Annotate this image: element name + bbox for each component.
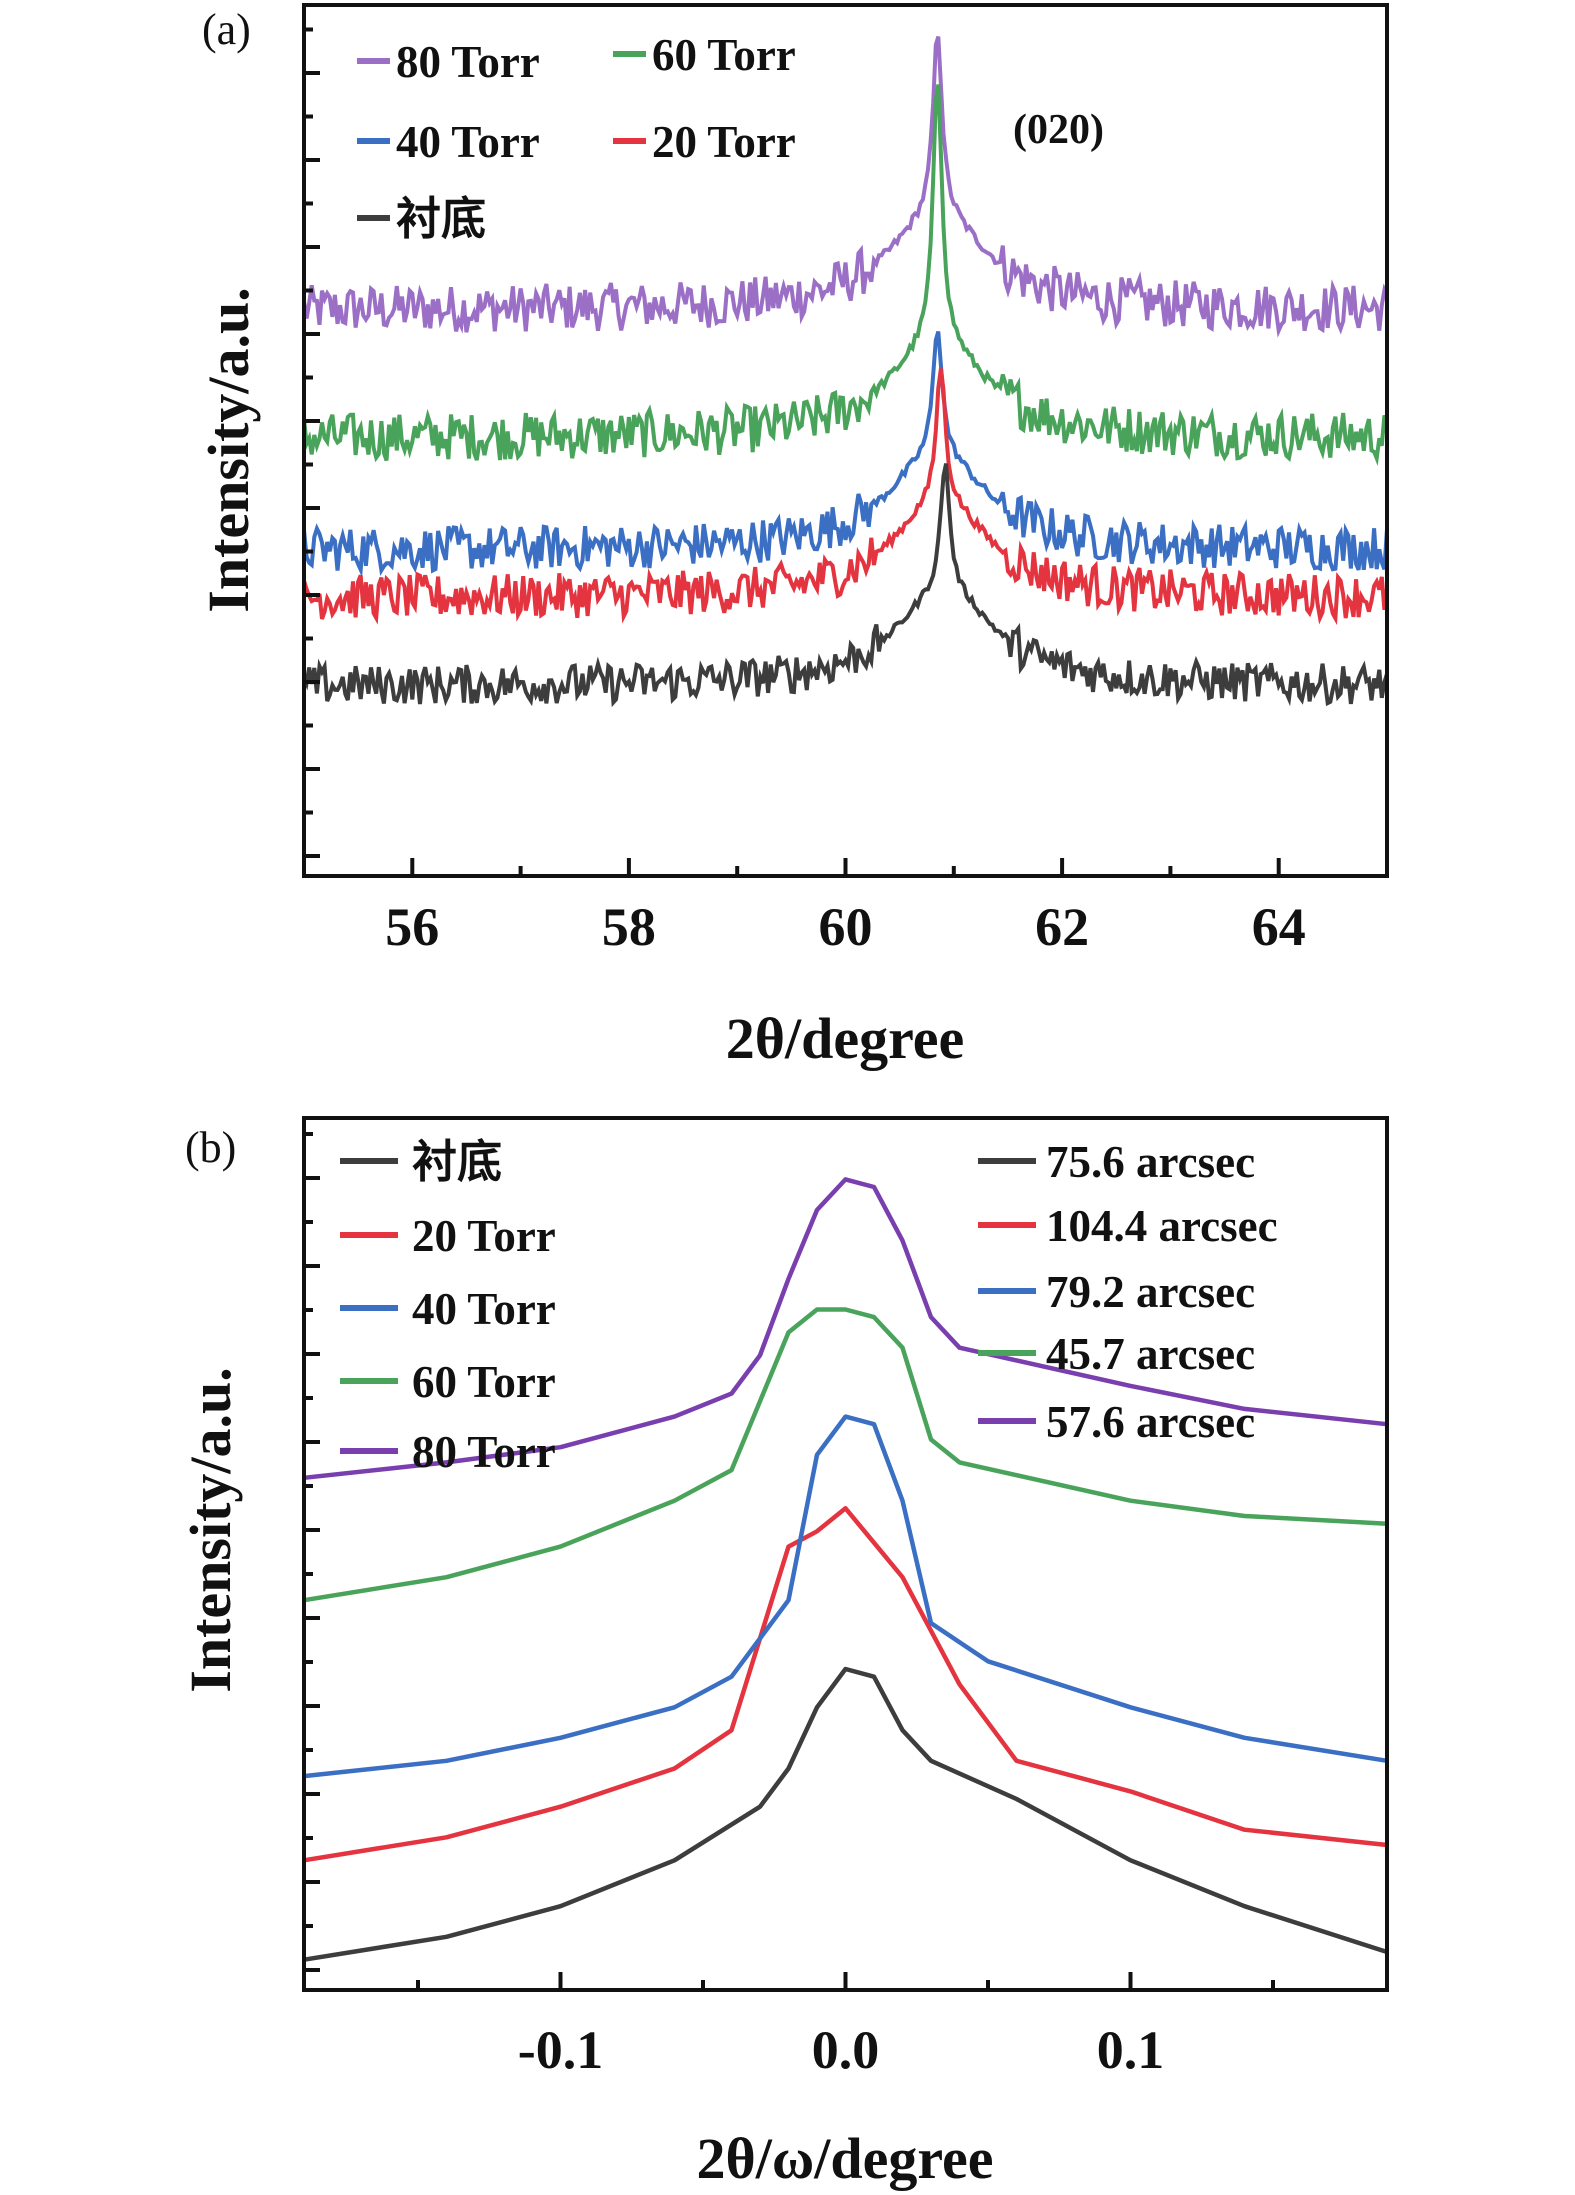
panel-b-x-axis-title: 2θ/ω/degree xyxy=(696,2126,993,2191)
panel-a-legend-label: 40 Torr xyxy=(396,117,540,167)
panel-b-x-tick-labels: -0.1 0.0 0.1 xyxy=(518,2020,1164,2080)
panel-a-x-tick-label: 64 xyxy=(1252,897,1306,957)
panel-a-series-line xyxy=(302,84,1389,466)
panel-a-x-tick-label: 62 xyxy=(1035,897,1089,957)
panel-b-fwhm-label: 45.7 arcsec xyxy=(1046,1329,1255,1379)
panel-b-series-line xyxy=(303,1414,1388,1779)
panel-b-fwhm-label: 75.6 arcsec xyxy=(1046,1137,1255,1187)
panel-b-series-line xyxy=(303,1506,1388,1863)
panel-a: (a) 56 58 60 62 64 (020) 80 Torr 60 Torr 40 To… xyxy=(196,3,1389,1071)
panel-a-legend-label: 20 Torr xyxy=(652,117,796,167)
panel-a-label: (a) xyxy=(202,5,251,54)
panel-a-x-ticks xyxy=(302,858,1389,876)
panel-a-x-tick-labels: 56 58 60 62 64 xyxy=(385,897,1305,957)
panel-b-legend-label: 20 Torr xyxy=(412,1211,556,1261)
panel-a-series-line xyxy=(302,36,1389,338)
panel-b-x-ticks xyxy=(416,1972,1275,1990)
panel-b-y-axis-title: Intensity/a.u. xyxy=(178,1367,243,1693)
panel-b-legend-label: 40 Torr xyxy=(412,1284,556,1334)
panel-b-fwhm-label: 104.4 arcsec xyxy=(1046,1201,1278,1251)
panel-a-x-axis-title: 2θ/degree xyxy=(726,1006,965,1071)
panel-a-legend-label: 80 Torr xyxy=(396,37,540,87)
panel-b-label: (b) xyxy=(185,1123,236,1172)
panel-a-legend-label: 衬底 xyxy=(396,194,486,244)
panel-b-fwhm-legend: 75.6 arcsec 104.4 arcsec 79.2 arcsec 45.7 a… xyxy=(978,1137,1278,1447)
panel-b-legend-label: 60 Torr xyxy=(412,1357,556,1407)
panel-b-fwhm-label: 79.2 arcsec xyxy=(1046,1267,1255,1317)
panel-a-legend: 80 Torr 60 Torr 40 Torr 20 Torr 衬底 xyxy=(357,30,796,244)
panel-b-legend: 衬底 20 Torr 40 Torr 60 Torr 80 Torr xyxy=(340,1137,556,1477)
panel-b-legend-label: 80 Torr xyxy=(412,1427,556,1477)
panel-b-series xyxy=(303,1177,1388,1962)
panel-a-x-tick-label: 58 xyxy=(602,897,656,957)
panel-b-x-tick-label: 0.1 xyxy=(1097,2020,1165,2080)
panel-b-x-tick-label: -0.1 xyxy=(518,2020,603,2080)
panel-a-x-tick-label: 56 xyxy=(385,897,439,957)
panel-a-series-line xyxy=(302,368,1389,626)
panel-a-x-tick-label: 60 xyxy=(819,897,873,957)
panel-b-y-ticks xyxy=(304,1132,320,1972)
panel-a-legend-label: 60 Torr xyxy=(652,30,796,80)
panel-b-fwhm-label: 57.6 arcsec xyxy=(1046,1397,1255,1447)
panel-a-series-line xyxy=(302,463,1389,708)
panel-a-peak-annotation: (020) xyxy=(1013,107,1104,153)
panel-b-legend-label: 衬底 xyxy=(412,1137,502,1187)
panel-b-x-tick-label: 0.0 xyxy=(812,2020,880,2080)
panel-a-series xyxy=(302,36,1389,708)
panel-b-series-line xyxy=(303,1177,1388,1481)
panel-b-series-line xyxy=(303,1666,1388,1962)
panel-b-series-line xyxy=(303,1307,1388,1603)
panel-b: (b) -0.1 0.0 0.1 衬底 20 Torr 40 Torr 60 Torr 80… xyxy=(178,1116,1389,2191)
panel-a-y-axis-title: Intensity/a.u. xyxy=(196,287,261,613)
panel-a-y-ticks xyxy=(304,27,320,858)
panel-a-series-line xyxy=(302,330,1389,578)
